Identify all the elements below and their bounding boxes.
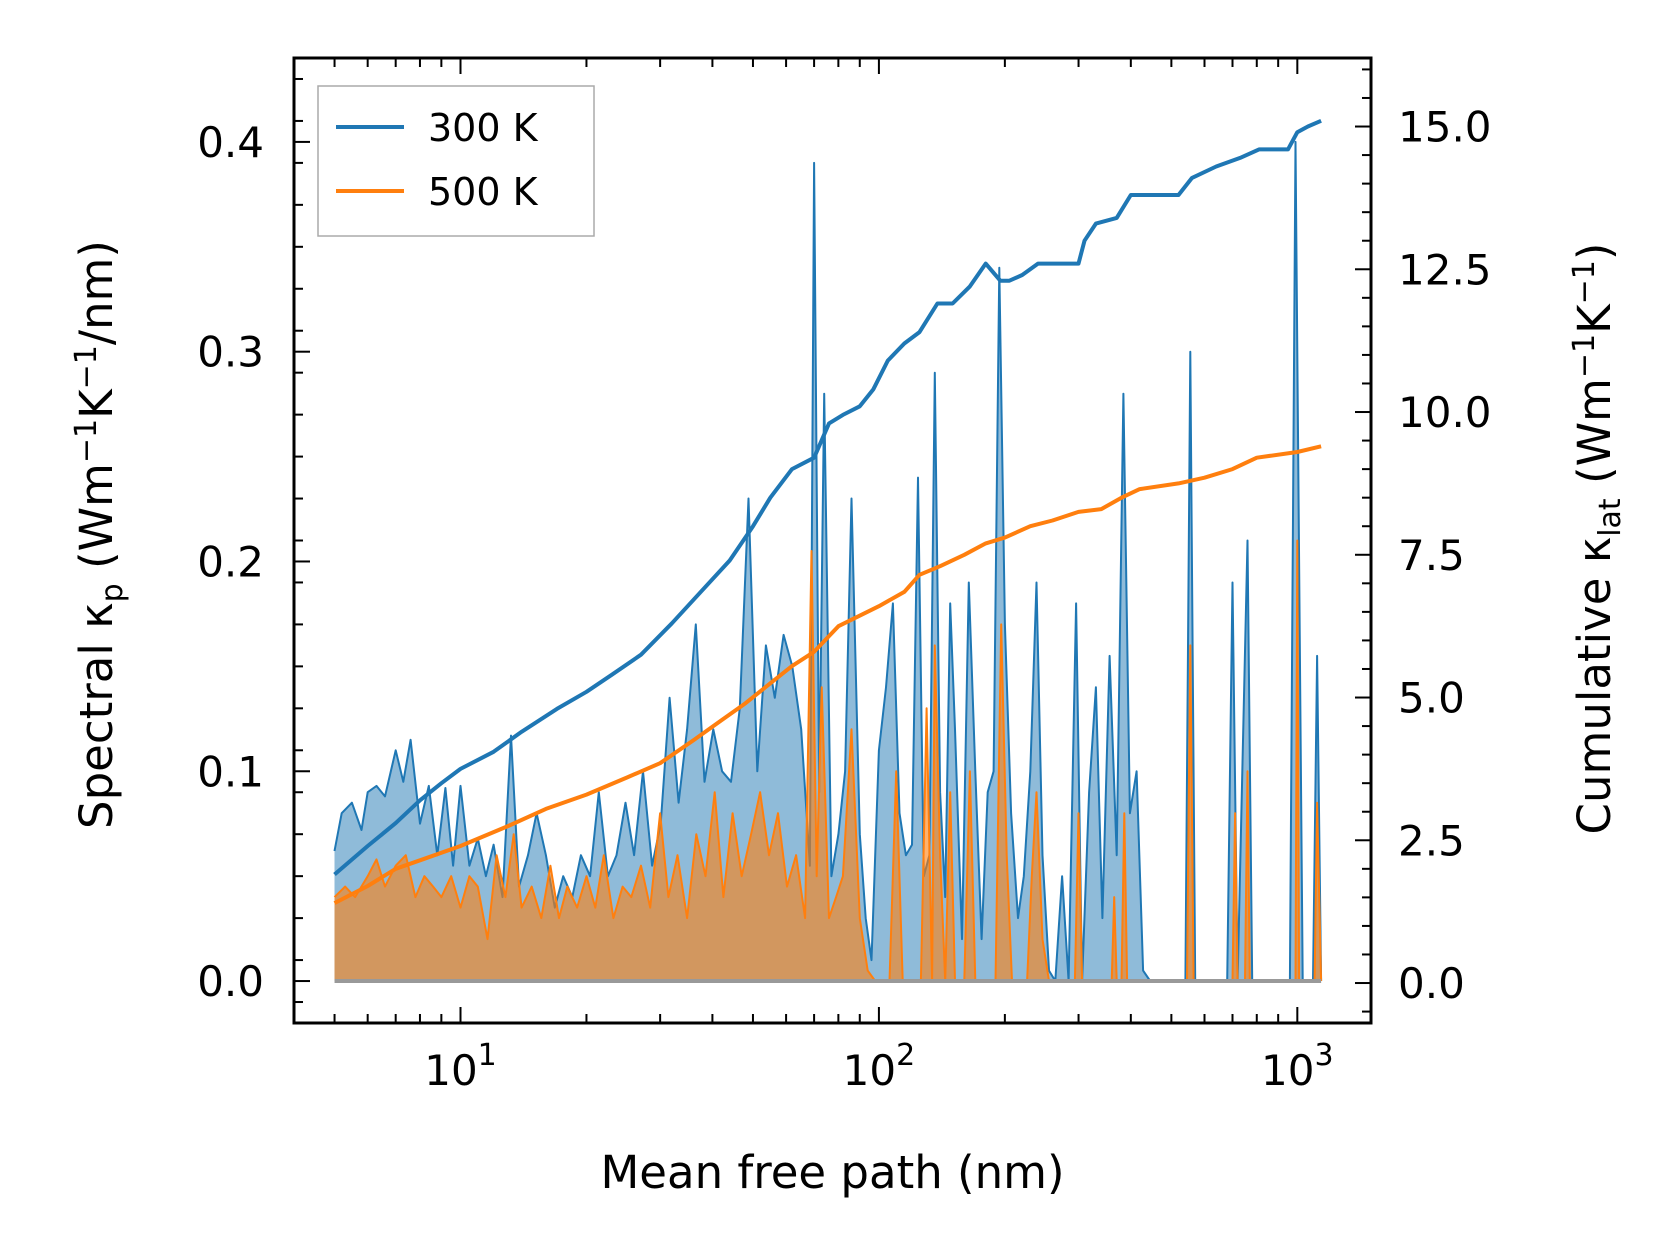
x-tick-label-base: 10 [424, 1046, 477, 1095]
y-right-tick-label: 10.0 [1398, 388, 1492, 437]
plot-area [333, 118, 1323, 984]
y-axis-right-title: Cumulative κlat (Wm−1K−1) [1567, 243, 1628, 835]
legend-label-300k: 300 K [428, 106, 539, 150]
y-left-title-mid: K [70, 388, 123, 419]
spectral-area-300k [334, 141, 1322, 981]
y-right-tick-label: 15.0 [1398, 103, 1492, 152]
y-right-tick-label: 2.5 [1398, 816, 1465, 865]
cumulative-line-500k [333, 444, 1322, 905]
y-left-title-sub: p [95, 583, 130, 602]
y-left-title-units-pre: (Wm [70, 463, 123, 583]
y-right-title-units-post: ) [1568, 243, 1621, 261]
y-right-title-sup2: −1 [1567, 260, 1602, 304]
y-left-tick-label: 0.3 [197, 328, 264, 377]
legend-label-500k: 500 K [428, 170, 539, 214]
x-axis-title: Mean free path (nm) [600, 1146, 1064, 1199]
x-tick-label-exponent: 3 [1315, 1038, 1334, 1073]
y-right-title-sub: lat [1593, 498, 1628, 537]
y-left-tick-label: 0.2 [197, 537, 264, 586]
legend: 300 K 500 K [317, 85, 595, 237]
y-left-title-units-post: /nm) [70, 240, 123, 345]
x-tick-label-base: 10 [843, 1046, 896, 1095]
y-axis-left-title: Spectral κp (Wm−1K−1/nm) [69, 240, 130, 829]
x-tick-label: 103 [1261, 1038, 1334, 1095]
y-left-title-prefix: Spectral κ [70, 602, 123, 829]
y-right-title-sup1: −1 [1567, 334, 1602, 378]
x-tick-label-exponent: 2 [896, 1038, 915, 1073]
y-left-tick-label: 0.0 [197, 957, 264, 1006]
y-right-title-mid: K [1568, 303, 1621, 334]
x-tick-label-exponent: 1 [478, 1038, 497, 1073]
cumulative-line-300k [333, 118, 1322, 877]
y-right-tick-label: 7.5 [1398, 531, 1465, 580]
spectral-line-300k [333, 140, 1323, 982]
y-right-tick-label: 12.5 [1398, 245, 1492, 294]
y-right-tick-label: 0.0 [1398, 959, 1465, 1008]
x-tick-label: 102 [843, 1038, 916, 1095]
y-left-title-sup1: −1 [69, 419, 104, 463]
y-left-tick-label: 0.4 [197, 118, 264, 167]
tick-layer: 101 102 1030.00.10.20.30.40.02.55.07.510.0… [197, 58, 1492, 1095]
y-left-title-sup2: −1 [69, 345, 104, 389]
legend-box [317, 85, 595, 237]
x-tick-label-base: 10 [1261, 1046, 1314, 1095]
y-left-tick-label: 0.1 [197, 747, 264, 796]
y-right-title-units-pre: (Wm [1568, 378, 1621, 498]
y-right-tick-label: 5.0 [1398, 674, 1465, 723]
x-tick-label: 101 [424, 1038, 497, 1095]
y-right-title-prefix: Cumulative κ [1568, 537, 1621, 835]
